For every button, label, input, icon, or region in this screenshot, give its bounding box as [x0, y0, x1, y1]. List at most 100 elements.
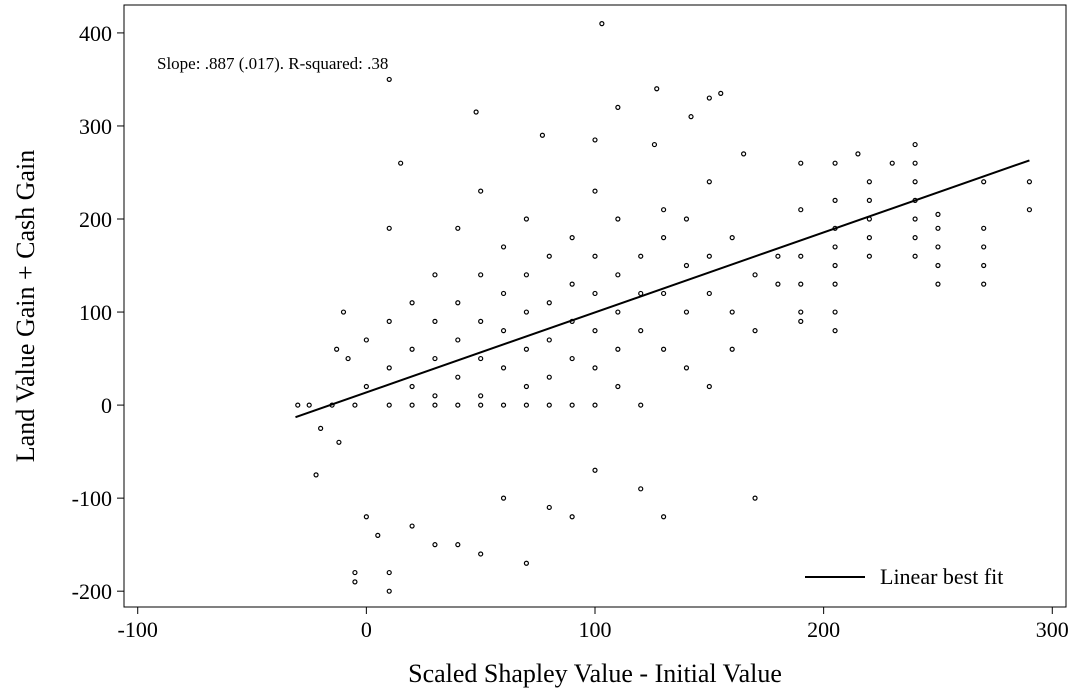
point	[386, 318, 392, 324]
point	[386, 402, 392, 408]
y-tick-label: -200	[72, 579, 112, 604]
point	[866, 197, 872, 203]
point	[592, 290, 598, 297]
point	[706, 253, 712, 259]
point	[981, 244, 987, 250]
point	[352, 579, 358, 585]
x-tick-label: 0	[361, 617, 372, 642]
point	[455, 300, 461, 306]
point	[386, 76, 392, 83]
point	[363, 514, 369, 520]
point	[660, 514, 667, 520]
point	[729, 235, 735, 241]
point	[889, 160, 895, 166]
point	[866, 179, 872, 185]
point	[729, 346, 735, 352]
point	[981, 281, 987, 287]
point	[654, 86, 660, 92]
point	[592, 467, 598, 473]
point	[832, 328, 838, 334]
point	[615, 309, 621, 315]
point	[523, 309, 530, 315]
point	[912, 216, 918, 222]
point	[832, 281, 838, 287]
point	[935, 244, 941, 250]
point	[832, 244, 838, 250]
point	[688, 114, 694, 120]
point	[683, 309, 690, 315]
point	[334, 346, 340, 352]
point	[569, 514, 575, 520]
point	[638, 402, 644, 408]
point	[386, 365, 392, 371]
point	[592, 188, 598, 194]
point	[523, 402, 530, 408]
point	[432, 402, 438, 408]
point	[336, 439, 342, 445]
y-tick-label: 200	[79, 207, 112, 232]
point	[455, 337, 461, 343]
point	[546, 402, 552, 408]
point	[1026, 179, 1033, 185]
point	[500, 244, 507, 250]
point	[478, 188, 484, 194]
point	[798, 281, 804, 287]
point	[352, 402, 358, 408]
point	[798, 309, 804, 315]
point	[478, 402, 484, 408]
y-tick-label: 300	[79, 114, 112, 139]
point	[981, 179, 987, 185]
point	[432, 355, 438, 362]
point	[683, 365, 690, 371]
point	[398, 160, 404, 166]
point	[432, 542, 438, 548]
x-axis-label: Scaled Shapley Value - Initial Value	[408, 659, 782, 688]
point	[569, 355, 575, 362]
point	[752, 328, 758, 334]
point	[660, 207, 667, 213]
plot-frame	[123, 4, 1067, 608]
point	[409, 523, 415, 529]
point	[832, 197, 838, 203]
x-tick-label: -100	[118, 617, 158, 642]
point	[569, 402, 575, 408]
point	[832, 262, 838, 269]
point	[455, 402, 461, 408]
y-tick-label: -100	[72, 486, 112, 511]
point	[683, 216, 690, 222]
point	[798, 160, 804, 166]
point	[386, 569, 392, 576]
point	[455, 374, 461, 380]
point	[912, 141, 918, 148]
point	[569, 281, 575, 287]
point	[409, 300, 415, 306]
point	[935, 262, 941, 269]
point	[340, 309, 347, 315]
annotation: Slope: .887 (.017). R-squared: .38	[157, 54, 388, 73]
point	[706, 179, 712, 185]
point	[546, 300, 552, 306]
point	[409, 402, 415, 408]
point	[592, 402, 598, 408]
point	[478, 551, 484, 557]
point	[318, 425, 324, 431]
point	[775, 281, 781, 287]
point	[935, 211, 941, 217]
point	[500, 290, 507, 297]
point	[409, 346, 415, 352]
point	[455, 225, 461, 231]
point	[478, 355, 484, 362]
point	[615, 104, 621, 110]
point	[866, 253, 872, 259]
point	[473, 109, 479, 115]
point	[523, 383, 530, 390]
point	[651, 141, 658, 148]
point	[295, 402, 301, 408]
point	[592, 328, 598, 334]
point	[912, 253, 918, 259]
point	[546, 337, 552, 343]
point	[832, 309, 838, 315]
point	[660, 235, 667, 241]
point	[386, 225, 392, 231]
